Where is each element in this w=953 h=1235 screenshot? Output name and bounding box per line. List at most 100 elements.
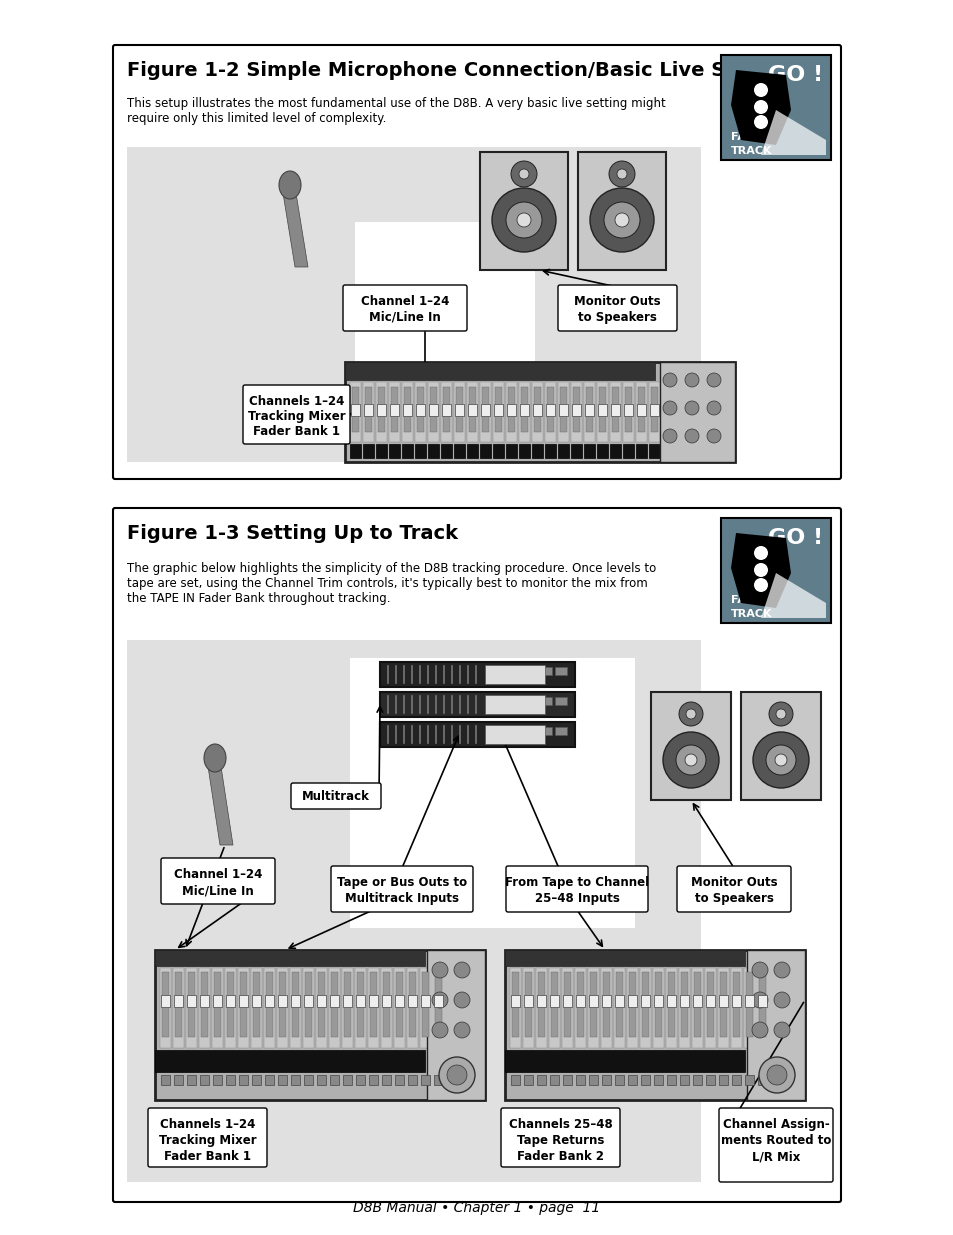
Bar <box>494 404 502 416</box>
Bar <box>615 995 623 1007</box>
Bar <box>654 1074 662 1086</box>
Bar <box>640 995 649 1007</box>
Bar <box>745 972 752 1037</box>
Text: The graphic below highlights the simplicity of the D8B tracking procedure. Once : The graphic below highlights the simplic… <box>127 562 656 605</box>
Bar <box>520 387 527 432</box>
Bar <box>331 972 337 1037</box>
Bar <box>266 972 273 1037</box>
Bar <box>435 972 441 1037</box>
Bar <box>523 1074 533 1086</box>
Bar <box>239 1074 248 1086</box>
Bar <box>518 382 530 442</box>
Bar <box>561 968 573 1049</box>
Circle shape <box>432 992 448 1008</box>
Bar <box>154 950 484 1100</box>
Circle shape <box>454 962 470 978</box>
Bar <box>537 995 545 1007</box>
Bar <box>345 362 655 380</box>
Text: Figure 1-2 Simple Microphone Connection/Basic Live Setup: Figure 1-2 Simple Microphone Connection/… <box>127 61 775 80</box>
Bar <box>330 995 338 1007</box>
Bar <box>401 382 413 442</box>
Circle shape <box>759 1057 794 1093</box>
Polygon shape <box>730 70 790 144</box>
Bar <box>555 727 566 735</box>
Bar <box>558 404 567 416</box>
Bar <box>588 1074 598 1086</box>
Polygon shape <box>207 760 233 845</box>
Bar <box>610 404 619 416</box>
Bar <box>589 972 597 1037</box>
Bar <box>276 968 288 1049</box>
Bar <box>212 968 223 1049</box>
Text: Channels 1–24: Channels 1–24 <box>249 395 344 408</box>
Bar <box>479 382 491 442</box>
Circle shape <box>751 992 767 1008</box>
Circle shape <box>454 992 470 1008</box>
Bar <box>162 972 169 1037</box>
Bar <box>524 972 532 1037</box>
Bar <box>441 404 451 416</box>
Circle shape <box>684 755 697 766</box>
Bar <box>480 404 490 416</box>
Bar <box>505 382 517 442</box>
Bar <box>730 968 741 1049</box>
Bar <box>172 968 184 1049</box>
Text: Monitor Outs: Monitor Outs <box>690 876 777 889</box>
FancyBboxPatch shape <box>148 1108 267 1167</box>
Bar <box>576 995 584 1007</box>
Text: Channel Assign-: Channel Assign- <box>721 1118 828 1131</box>
Bar <box>391 387 397 432</box>
Bar <box>201 972 208 1037</box>
Circle shape <box>765 745 795 776</box>
Circle shape <box>753 100 767 114</box>
Text: Multitrack: Multitrack <box>302 790 370 803</box>
Bar <box>291 995 299 1007</box>
Bar <box>615 1074 623 1086</box>
FancyBboxPatch shape <box>500 1108 619 1167</box>
Bar <box>409 972 416 1037</box>
Bar <box>420 995 430 1007</box>
Bar <box>495 387 501 432</box>
Text: Figure 1-3 Setting Up to Track: Figure 1-3 Setting Up to Track <box>127 524 457 543</box>
Bar <box>667 972 675 1037</box>
Bar <box>237 968 249 1049</box>
Bar <box>341 968 353 1049</box>
Bar <box>277 995 287 1007</box>
Bar <box>705 995 714 1007</box>
Bar <box>563 972 571 1037</box>
Circle shape <box>751 962 767 978</box>
Bar <box>402 404 412 416</box>
Text: TRACK: TRACK <box>730 609 772 619</box>
Bar <box>161 1074 170 1086</box>
Circle shape <box>766 1065 786 1086</box>
Polygon shape <box>760 573 825 618</box>
Bar <box>532 445 542 458</box>
Bar <box>504 1050 744 1072</box>
Bar <box>174 972 182 1037</box>
Bar <box>188 972 194 1037</box>
Bar <box>598 387 605 432</box>
Circle shape <box>773 992 789 1008</box>
Bar <box>350 382 360 442</box>
Bar <box>759 972 765 1037</box>
Text: 25–48 Inputs: 25–48 Inputs <box>534 892 618 905</box>
Text: to Speakers: to Speakers <box>694 892 773 905</box>
Bar <box>253 972 260 1037</box>
Bar <box>746 950 804 1100</box>
Bar <box>533 404 541 416</box>
Bar <box>537 972 544 1037</box>
Bar <box>659 362 734 462</box>
Circle shape <box>662 401 677 415</box>
Bar <box>401 445 413 458</box>
Bar <box>304 1074 313 1086</box>
Bar <box>186 968 196 1049</box>
Bar <box>277 1074 287 1086</box>
Bar <box>416 404 424 416</box>
Bar <box>304 995 313 1007</box>
Bar <box>648 382 659 442</box>
FancyBboxPatch shape <box>677 866 790 911</box>
Bar <box>344 972 351 1037</box>
Bar <box>305 972 312 1037</box>
Bar <box>343 1074 352 1086</box>
Bar <box>732 972 740 1037</box>
